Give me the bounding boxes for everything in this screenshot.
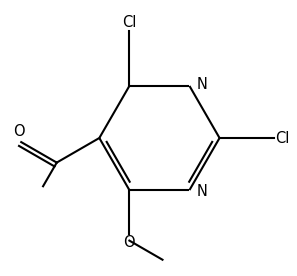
Text: N: N xyxy=(196,77,207,92)
Text: Cl: Cl xyxy=(276,131,290,145)
Text: O: O xyxy=(13,124,24,139)
Text: O: O xyxy=(124,235,135,250)
Text: Cl: Cl xyxy=(122,15,137,30)
Text: N: N xyxy=(196,184,207,199)
